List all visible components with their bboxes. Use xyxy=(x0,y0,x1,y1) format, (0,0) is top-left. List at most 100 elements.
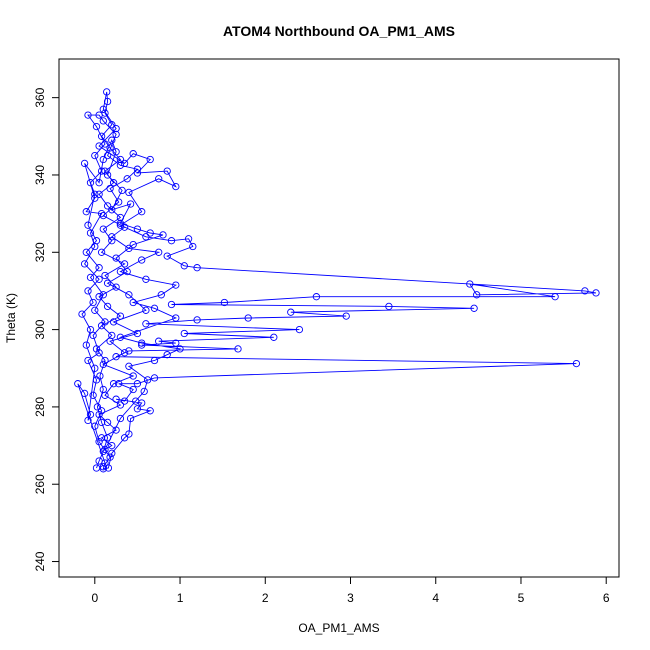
data-point xyxy=(103,418,112,427)
data-point xyxy=(244,314,252,322)
data-point xyxy=(84,356,92,365)
data-point xyxy=(133,380,142,388)
data-point xyxy=(140,387,148,396)
data-point xyxy=(466,280,474,288)
data-point xyxy=(120,260,129,268)
data-point xyxy=(101,271,109,280)
data-point xyxy=(116,221,125,229)
data-point xyxy=(126,414,135,423)
y-tick-label: 240 xyxy=(33,551,47,571)
data-point xyxy=(92,345,101,353)
data-point xyxy=(155,175,163,183)
data-point xyxy=(95,179,103,187)
data-point xyxy=(133,225,142,233)
data-point xyxy=(95,190,103,198)
data-point xyxy=(108,136,116,144)
data-point xyxy=(167,237,176,245)
data-point xyxy=(129,372,137,380)
data-point xyxy=(106,144,114,152)
data-point xyxy=(120,223,129,231)
data-point xyxy=(180,329,188,338)
data-point xyxy=(142,233,150,241)
data-point xyxy=(101,356,109,365)
data-point xyxy=(97,434,106,442)
x-tick-label: 0 xyxy=(91,591,98,605)
data-point xyxy=(103,97,112,106)
data-point xyxy=(193,264,201,272)
data-point xyxy=(129,150,137,158)
data-point xyxy=(82,208,90,216)
data-point xyxy=(97,209,106,218)
data-point xyxy=(99,105,107,113)
data-point xyxy=(120,397,129,405)
data-point xyxy=(91,190,99,198)
data-point xyxy=(99,117,107,125)
data-point xyxy=(116,219,125,227)
data-point xyxy=(86,179,95,187)
data-point xyxy=(146,229,154,237)
data-point xyxy=(108,233,116,241)
data-point xyxy=(103,151,112,160)
data-point xyxy=(163,167,171,175)
data-point xyxy=(146,407,154,415)
data-point xyxy=(180,262,188,270)
data-point xyxy=(86,273,95,282)
data-point xyxy=(133,165,142,173)
data-point xyxy=(138,339,146,347)
data-point xyxy=(385,302,393,311)
data-point xyxy=(99,463,107,471)
data-point xyxy=(99,225,107,233)
data-point xyxy=(95,111,103,119)
data-point xyxy=(342,312,350,320)
data-point xyxy=(112,283,120,291)
data-point xyxy=(101,318,109,326)
data-point xyxy=(287,308,295,316)
data-point xyxy=(80,159,89,168)
data-point xyxy=(115,198,123,206)
data-point xyxy=(116,155,125,164)
data-point xyxy=(97,407,106,415)
data-point xyxy=(95,293,103,301)
data-point xyxy=(103,279,112,287)
data-point xyxy=(78,310,86,318)
data-point xyxy=(592,289,600,297)
y-tick-label: 320 xyxy=(33,242,47,262)
data-point xyxy=(116,333,125,341)
data-point xyxy=(84,416,92,425)
data-point xyxy=(89,331,97,340)
data-point xyxy=(101,459,109,467)
data-point xyxy=(116,161,125,169)
data-point xyxy=(129,385,137,394)
data-point xyxy=(82,248,90,256)
data-point xyxy=(112,254,120,262)
data-point xyxy=(133,169,142,177)
data-point xyxy=(120,349,129,357)
data-point xyxy=(91,194,99,202)
x-axis: 0 1 2 3 4 5 6 xyxy=(91,576,610,605)
data-point xyxy=(109,318,118,326)
data-point xyxy=(112,148,120,156)
data-point xyxy=(470,304,478,312)
data-point xyxy=(155,248,163,256)
data-point xyxy=(155,337,163,345)
data-point xyxy=(126,200,135,208)
data-point xyxy=(106,184,114,193)
data-point xyxy=(172,281,180,289)
data-point xyxy=(89,391,97,399)
data-point xyxy=(172,314,180,322)
data-point xyxy=(172,182,180,191)
data-point xyxy=(125,188,133,197)
data-point xyxy=(106,453,114,461)
data-point xyxy=(93,403,102,411)
data-point xyxy=(572,359,581,368)
data-point xyxy=(116,213,125,222)
data-point xyxy=(99,447,107,456)
series-group xyxy=(74,88,600,473)
data-point xyxy=(101,167,109,175)
data-point xyxy=(172,339,180,347)
data-point xyxy=(99,360,107,369)
data-point xyxy=(97,248,106,256)
data-point xyxy=(138,341,146,349)
data-point xyxy=(125,362,133,370)
